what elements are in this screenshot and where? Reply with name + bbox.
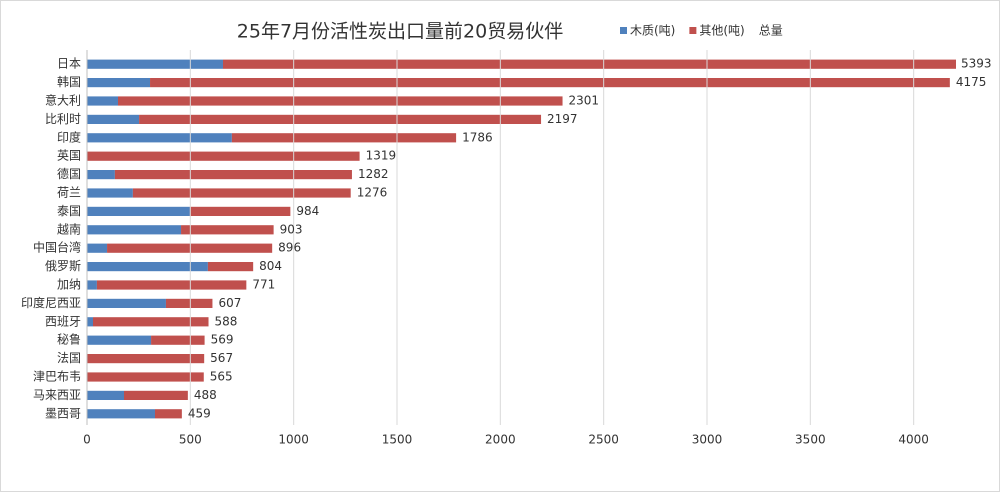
data-label: 1786 <box>462 130 493 144</box>
data-label: 459 <box>188 406 211 420</box>
bar-segment <box>189 206 291 216</box>
y-tick-label: 韩国 <box>57 74 81 89</box>
bar-segment <box>87 206 190 216</box>
x-tick-label: 4000 <box>898 433 929 447</box>
data-label: 488 <box>194 388 217 402</box>
bar-segment <box>87 409 155 419</box>
bar-segment <box>87 243 108 253</box>
x-tick-label: 3500 <box>795 433 826 447</box>
x-tick-label: 500 <box>179 433 202 447</box>
data-label: 588 <box>215 314 238 328</box>
y-tick-label: 西班牙 <box>45 314 81 328</box>
x-tick-label: 3000 <box>692 433 723 447</box>
bar-segment <box>231 133 457 143</box>
x-tick-label: 2500 <box>588 433 619 447</box>
bar-segment <box>87 170 115 180</box>
bar-segment <box>87 96 118 106</box>
y-tick-label: 马来西亚 <box>33 388 81 402</box>
y-tick-label: 法国 <box>57 351 81 365</box>
bar-segment <box>87 59 223 69</box>
bar-segment <box>92 317 209 327</box>
bar-segment <box>87 354 205 364</box>
data-label: 1282 <box>358 167 389 181</box>
bar-segment <box>139 114 542 124</box>
bar-segment <box>87 133 232 143</box>
x-tick-label: 0 <box>83 433 91 447</box>
bar-segment <box>154 409 182 419</box>
bar-segment <box>222 59 956 69</box>
bar-segment <box>87 262 208 272</box>
bar-segment <box>87 114 140 124</box>
bar-segment <box>150 78 950 88</box>
bar-segment <box>87 390 124 400</box>
bar-segment <box>123 390 188 400</box>
y-tick-label: 印度 <box>57 129 81 144</box>
y-tick-label: 荷兰 <box>57 186 81 200</box>
bar-segment <box>87 188 133 198</box>
data-label: 804 <box>259 259 282 273</box>
y-tick-label: 意大利 <box>45 93 81 108</box>
bar-segment <box>96 280 247 290</box>
data-label: 903 <box>280 222 303 236</box>
y-tick-label: 德国 <box>57 166 81 181</box>
bar-segment <box>87 225 182 235</box>
legend-label: 木质(吨) <box>630 24 675 38</box>
data-label: 607 <box>218 296 241 310</box>
bar-segment <box>87 335 152 345</box>
y-tick-label: 中国台湾 <box>33 240 81 255</box>
bar-segment <box>114 170 352 180</box>
data-label: 771 <box>252 278 275 292</box>
legend-swatch <box>620 27 627 34</box>
data-label: 1319 <box>366 149 397 163</box>
y-tick-label: 印度尼西亚 <box>21 295 81 310</box>
bar-segment <box>87 280 97 290</box>
x-tick-label: 2000 <box>485 433 516 447</box>
y-tick-label: 墨西哥 <box>45 406 81 420</box>
bar-segment <box>87 372 204 382</box>
data-label: 4175 <box>956 75 987 89</box>
bar-segment <box>87 78 151 88</box>
bar-segment <box>87 298 166 308</box>
data-label: 984 <box>296 204 319 218</box>
chart-title: 25年7月份活性炭出口量前20贸易伙伴 <box>237 21 563 43</box>
data-label: 567 <box>210 351 233 365</box>
bar-segment <box>181 225 274 235</box>
y-tick-label: 秘鲁 <box>57 333 81 347</box>
data-label: 569 <box>211 333 234 347</box>
data-label: 2301 <box>569 94 600 108</box>
y-tick-label: 俄罗斯 <box>45 259 81 273</box>
plot-area <box>87 59 956 419</box>
y-tick-label: 比利时 <box>45 112 81 126</box>
bar-segment <box>87 317 93 327</box>
bar-segment <box>165 298 213 308</box>
y-tick-label: 日本 <box>57 57 81 71</box>
bar-segment <box>87 151 360 161</box>
legend-label: 总量 <box>759 24 783 38</box>
data-label: 896 <box>278 241 301 255</box>
data-label: 565 <box>210 370 233 384</box>
legend-label: 其他(吨) <box>699 24 744 38</box>
bar-segment <box>132 188 351 198</box>
bar-segment <box>151 335 205 345</box>
y-tick-label: 英国 <box>57 149 81 163</box>
data-label: 1276 <box>357 186 388 200</box>
x-tick-label: 1000 <box>278 433 309 447</box>
data-label: 5393 <box>961 57 992 71</box>
x-tick-label: 1500 <box>382 433 413 447</box>
y-tick-label: 加纳 <box>57 278 81 292</box>
y-tick-label: 津巴布韦 <box>33 370 81 384</box>
y-tick-label: 泰国 <box>57 204 81 218</box>
bar-segment <box>118 96 563 106</box>
bar-segment <box>207 262 254 272</box>
data-label: 2197 <box>547 112 578 126</box>
legend-swatch <box>689 27 697 34</box>
bar-segment <box>107 243 273 253</box>
y-tick-label: 越南 <box>57 221 81 236</box>
